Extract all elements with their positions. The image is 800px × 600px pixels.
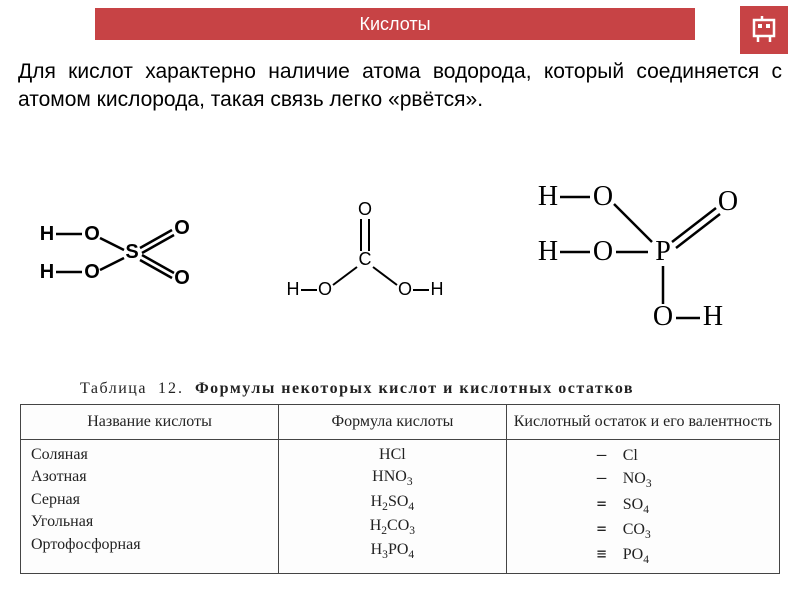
robot-icon: [740, 6, 788, 54]
acid-table-block: Таблица 12. Формулы некоторых кислот и к…: [20, 380, 780, 574]
caption-label: Таблица: [80, 380, 147, 397]
svg-text:O: O: [398, 279, 412, 299]
svg-text:O: O: [593, 236, 613, 267]
svg-text:O: O: [358, 199, 372, 219]
table-caption: Таблица 12. Формулы некоторых кислот и к…: [20, 380, 780, 398]
svg-text:O: O: [653, 301, 673, 332]
svg-text:H: H: [39, 261, 53, 283]
title-bar: Кислоты: [95, 8, 695, 40]
col-name-header: Название кислоты: [21, 405, 279, 440]
structure-h2co3: O C O O H H: [275, 195, 455, 315]
svg-text:H: H: [538, 181, 558, 212]
svg-text:C: C: [358, 249, 371, 269]
residues-cell: —Cl—NO3=SO4=CO3≡PO4: [506, 440, 779, 574]
description-text: Для кислот характерно наличие атома водо…: [18, 58, 782, 115]
table-body-row: СолянаяАзотнаяСернаяУгольнаяОртофосфорна…: [21, 440, 780, 574]
svg-text:H: H: [703, 301, 723, 332]
svg-text:H: H: [39, 223, 53, 245]
col-residue-header: Кислотный остаток и его валентность: [506, 405, 779, 440]
svg-text:O: O: [174, 217, 190, 239]
svg-text:O: O: [84, 223, 100, 245]
page-title: Кислоты: [359, 14, 430, 35]
caption-title: Формулы некоторых кислот и кислотных ост…: [195, 380, 634, 397]
svg-text:O: O: [84, 261, 100, 283]
svg-text:O: O: [318, 279, 332, 299]
svg-text:H: H: [430, 279, 443, 299]
table-header-row: Название кислоты Формула кислоты Кислотн…: [21, 405, 780, 440]
col-formula-header: Формула кислоты: [279, 405, 507, 440]
svg-text:H: H: [538, 236, 558, 267]
svg-text:O: O: [718, 186, 738, 217]
names-cell: СолянаяАзотнаяСернаяУгольнаяОртофосфорна…: [21, 440, 279, 574]
svg-text:O: O: [593, 181, 613, 212]
svg-text:O: O: [174, 267, 190, 289]
caption-number: 12.: [158, 380, 184, 397]
svg-text:S: S: [125, 241, 138, 263]
structures-row: H H O O S O O O: [0, 160, 800, 350]
svg-text:P: P: [656, 236, 672, 267]
structure-h3po4: P H O H O O H O: [518, 160, 768, 350]
svg-text:H: H: [286, 279, 299, 299]
acid-table: Название кислоты Формула кислоты Кислотн…: [20, 404, 780, 574]
formulas-cell: HClHNO3H2SO4H2CO3H3PO4: [279, 440, 507, 574]
structure-h2so4: H H O O S O O: [32, 200, 212, 310]
